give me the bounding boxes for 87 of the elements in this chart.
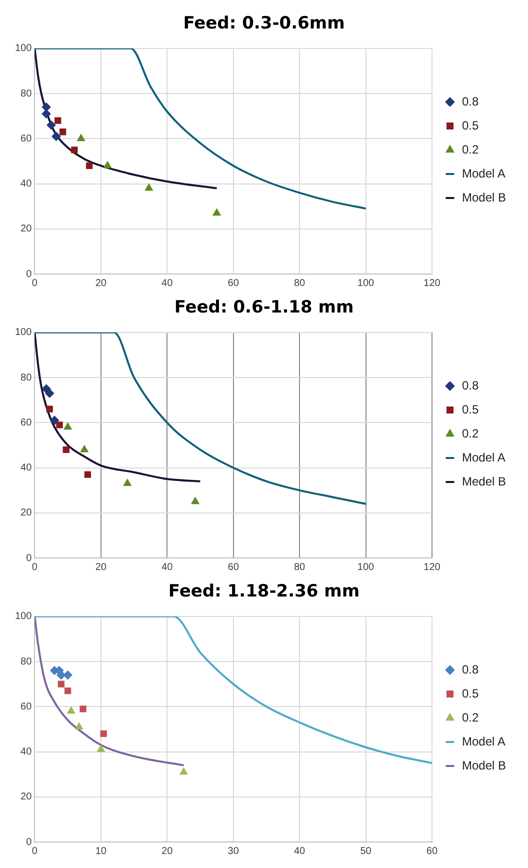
line-series bbox=[34, 616, 185, 766]
point bbox=[54, 117, 62, 124]
x-tick-label: 80 bbox=[294, 278, 306, 289]
y-tick-label: 40 bbox=[20, 178, 32, 190]
point bbox=[62, 446, 70, 454]
y-tick-label: 20 bbox=[20, 792, 32, 803]
x-tick-label: 10 bbox=[95, 846, 107, 857]
x-tick-label: 20 bbox=[95, 562, 107, 573]
y-tick-label: 100 bbox=[14, 327, 32, 338]
y-tick-label: 0 bbox=[26, 836, 32, 848]
chart-title: Feed: 0.6-1.18 mm bbox=[174, 298, 354, 318]
x-tick-label: 60 bbox=[228, 278, 240, 289]
y-tick-label: 60 bbox=[20, 417, 32, 428]
y-tick-label: 60 bbox=[20, 133, 32, 144]
x-tick-label: 120 bbox=[424, 562, 441, 573]
x-tick-label: 100 bbox=[357, 562, 375, 573]
y-tick-label: 0 bbox=[26, 552, 32, 564]
legend-label: 0.8 bbox=[462, 378, 479, 392]
point bbox=[144, 184, 153, 191]
x-tick-label: 80 bbox=[294, 562, 306, 573]
y-tick-label: 20 bbox=[20, 224, 32, 235]
point bbox=[52, 132, 61, 141]
point bbox=[67, 706, 76, 714]
x-tick-label: 40 bbox=[162, 562, 174, 573]
point bbox=[96, 745, 105, 752]
legend-label: Medel B bbox=[462, 474, 506, 488]
point bbox=[50, 416, 60, 425]
legend-label: 0.2 bbox=[462, 426, 479, 440]
x-tick-label: 20 bbox=[162, 846, 174, 857]
point bbox=[84, 471, 91, 478]
point bbox=[77, 134, 85, 142]
point bbox=[100, 730, 107, 738]
legend-label: 0.2 bbox=[462, 142, 479, 156]
point bbox=[64, 422, 72, 430]
y-tick-label: 80 bbox=[20, 88, 32, 100]
point bbox=[60, 128, 66, 136]
point bbox=[46, 120, 56, 130]
point bbox=[191, 497, 200, 504]
legend-label: 0.8 bbox=[462, 662, 479, 676]
y-tick-label: 80 bbox=[20, 372, 32, 384]
y-tick-label: 40 bbox=[20, 462, 32, 474]
point bbox=[86, 162, 93, 170]
y-tick-label: 40 bbox=[20, 746, 32, 758]
x-tick-label: 100 bbox=[357, 278, 375, 289]
x-tick-label: 50 bbox=[360, 846, 372, 857]
x-tick-label: 40 bbox=[162, 278, 174, 289]
x-tick-label: 60 bbox=[228, 562, 240, 573]
x-tick-label: 30 bbox=[228, 846, 240, 857]
legend-label: Model A bbox=[462, 734, 506, 748]
x-tick-label: 20 bbox=[95, 278, 107, 289]
point bbox=[46, 406, 53, 412]
point bbox=[75, 722, 84, 730]
x-tick-label: 120 bbox=[424, 278, 441, 289]
y-tick-label: 60 bbox=[20, 701, 32, 712]
legend-label: Model A bbox=[462, 450, 506, 464]
y-tick-label: 100 bbox=[14, 43, 32, 54]
y-tick-label: 100 bbox=[14, 611, 32, 622]
y-tick-label: 0 bbox=[26, 268, 32, 280]
legend-label: 0.5 bbox=[462, 686, 479, 700]
point bbox=[58, 680, 64, 688]
line-series bbox=[34, 332, 367, 505]
legend-label: 0.5 bbox=[462, 118, 479, 132]
line-series bbox=[34, 48, 367, 210]
x-tick-label: 40 bbox=[294, 846, 306, 857]
point bbox=[180, 768, 188, 775]
point bbox=[80, 706, 86, 712]
point bbox=[56, 422, 63, 428]
point bbox=[104, 161, 112, 168]
legend-label: Model B bbox=[462, 190, 506, 204]
point bbox=[71, 146, 78, 154]
x-tick-label: 60 bbox=[426, 846, 438, 857]
legend-label: Model B bbox=[462, 758, 506, 772]
legend-label: 0.8 bbox=[462, 94, 479, 108]
legend-label: 0.2 bbox=[462, 710, 479, 724]
line-series bbox=[34, 48, 218, 190]
chart-title: Feed: 0.3-0.6mm bbox=[183, 14, 345, 34]
chart-title: Feed: 1.18-2.36 mm bbox=[168, 582, 360, 602]
point bbox=[45, 388, 54, 398]
line-series bbox=[34, 332, 202, 482]
point bbox=[64, 688, 72, 694]
y-tick-label: 20 bbox=[20, 508, 32, 519]
point bbox=[212, 208, 221, 216]
point bbox=[80, 445, 88, 452]
legend-label: 0.5 bbox=[462, 402, 479, 416]
y-tick-label: 80 bbox=[20, 656, 32, 668]
point bbox=[123, 479, 132, 486]
legend-label: Model A bbox=[462, 166, 506, 180]
